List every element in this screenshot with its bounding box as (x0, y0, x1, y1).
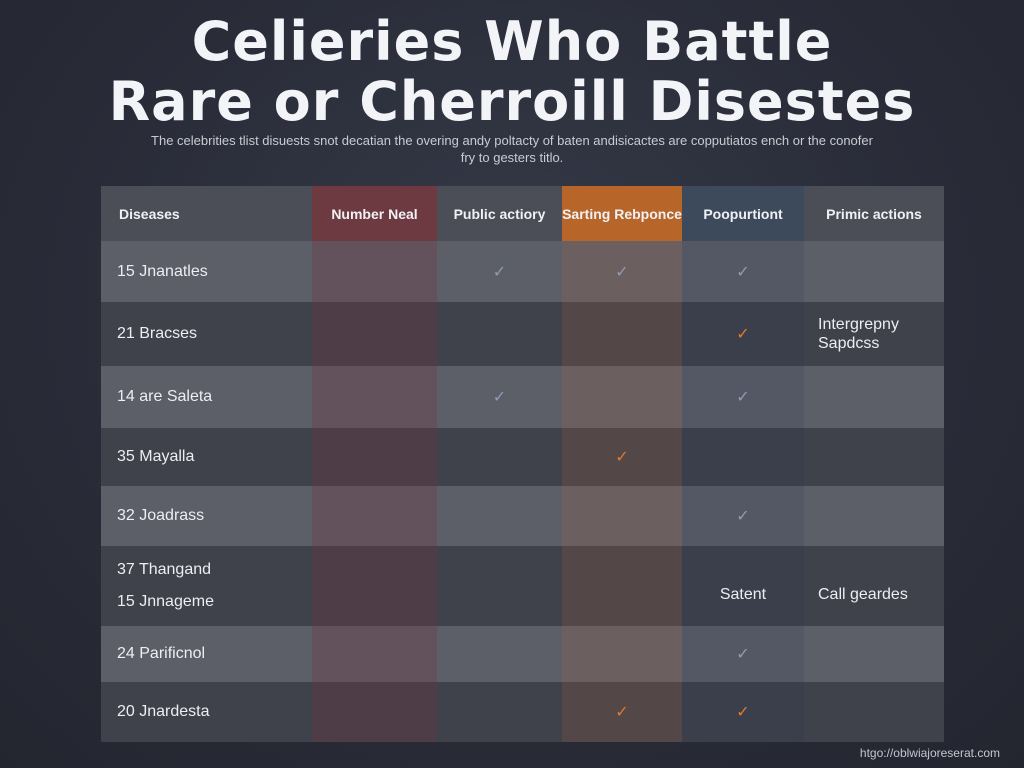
disease-name: 35 Mayalla (117, 448, 195, 465)
column-header: Poopurtiont (682, 186, 804, 241)
column-tint (562, 428, 682, 486)
column-header: Number Neal (312, 186, 437, 241)
column-tint (562, 682, 682, 742)
orange-check-icon: ✓ (615, 704, 629, 721)
column-tint (312, 241, 437, 302)
column-header: Sarting Rebponce (562, 186, 682, 241)
disease-name: 21 Bracses (117, 325, 198, 342)
check-icon: ✓ (736, 389, 750, 406)
disease-name: 15 Jnanatles (117, 262, 208, 280)
disease-name: 24 Parificnol (117, 645, 206, 662)
column-tint (682, 366, 804, 428)
column-tint (682, 428, 804, 486)
column-tint (682, 626, 804, 682)
column-tint (312, 546, 437, 626)
column-tint (312, 682, 437, 742)
orange-check-icon: ✓ (615, 449, 629, 466)
check-icon: ✓ (492, 389, 507, 406)
check-icon: ✓ (736, 263, 750, 281)
column-tint (562, 546, 682, 626)
title-line-1: Celieries Who Battle (191, 10, 833, 73)
disease-name: 14 are Saleta (117, 388, 213, 405)
disease-name-line: 37 Thangand (117, 561, 212, 578)
status-text: Satent (719, 586, 767, 603)
orange-check-icon: ✓ (736, 704, 750, 721)
disease-name: 37 Thangand 15 Jnnageme (101, 546, 312, 626)
column-tint (682, 302, 804, 366)
check-icon: ✓ (736, 508, 750, 525)
table-row: 24 Parificnol ✓ (101, 626, 944, 682)
column-tint (312, 428, 437, 486)
primary-action-text: Call geardes (818, 586, 908, 603)
column-tint (682, 682, 804, 742)
column-header: Primic actions (804, 186, 944, 241)
footer-url[interactable]: htgo://oblwiajoreserat.com (859, 746, 1000, 760)
column-tint (682, 546, 804, 626)
column-tint (562, 486, 682, 546)
table-header-row: Diseases Number Neal Public actiory Sarting… (101, 186, 944, 241)
check-icon: ✓ (492, 263, 507, 281)
disease-name: 32 Joadrass (117, 507, 205, 524)
table-row: 14 are Saleta ✓ ✓ (101, 366, 944, 428)
table-row: 20 Jnardesta ✓ ✓ (101, 682, 944, 742)
column-header: Public actiory (437, 186, 562, 241)
orange-check-icon: ✓ (736, 326, 750, 343)
column-tint (312, 486, 437, 546)
table-row: 35 Mayalla ✓ (101, 428, 944, 486)
title-line-2: Rare or Cherroill Disestes (108, 70, 916, 133)
column-tint (682, 241, 804, 302)
table-row: 15 Jnanatles ✓ ✓ ✓ (101, 241, 944, 302)
subtitle: The celebrities tlist disuests snot deca… (151, 133, 873, 165)
column-tint (562, 366, 682, 428)
column-tint (312, 626, 437, 682)
column-tint (562, 302, 682, 366)
primary-action-text: Intergrepny Sapdcss (818, 316, 899, 352)
column-tint (562, 241, 682, 302)
table-row: 21 Bracses ✓ Intergrepny Sapdcss (101, 302, 944, 366)
table-row: 32 Joadrass ✓ (101, 486, 944, 546)
check-icon: ✓ (736, 646, 750, 663)
column-tint (312, 366, 437, 428)
column-tint (562, 626, 682, 682)
column-tint (682, 486, 804, 546)
disease-name: 20 Jnardesta (117, 703, 210, 720)
celebrity-disease-table: Diseases Number Neal Public actiory Sarting… (101, 186, 944, 742)
disease-name-line: 15 Jnnageme (117, 593, 214, 610)
table-row: 37 Thangand 15 Jnnageme Satent Call geardes (101, 546, 944, 626)
column-header: Diseases (101, 186, 312, 241)
check-icon: ✓ (615, 263, 629, 281)
column-tint (312, 302, 437, 366)
